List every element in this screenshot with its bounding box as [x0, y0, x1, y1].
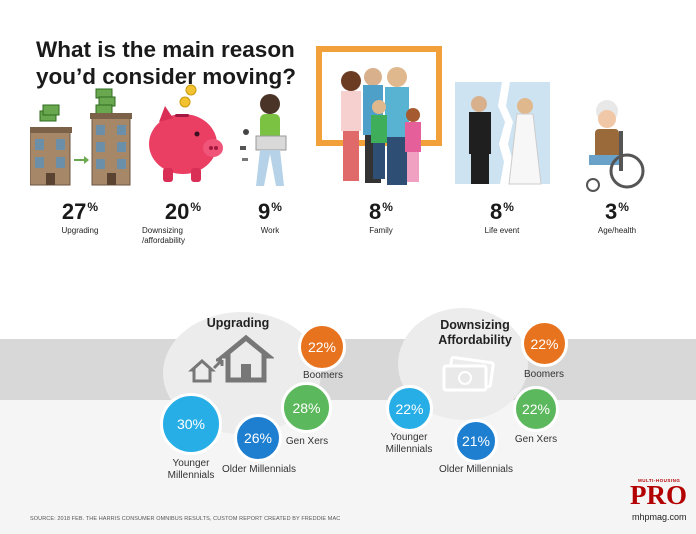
pct-downsizing: 20% — [164, 199, 202, 224]
source-note: SOURCE: 2018 FEB. THE HARRIS CONSUMER OM… — [30, 516, 341, 522]
woman-working-illustration — [240, 94, 287, 186]
lower-background — [0, 400, 696, 534]
label-life-event: Life event — [484, 226, 520, 235]
label-downsizing: Downsizing /affordability — [142, 226, 202, 246]
upgrading-older-bubble: 26% — [234, 414, 282, 462]
label-downsizing-line1: Downsizing — [142, 226, 183, 235]
label-work: Work — [260, 226, 280, 235]
label-age-health: Age/health — [597, 226, 637, 235]
downsizing-boomers-label: Boomers — [523, 369, 564, 380]
upgrading-younger-label: Younger Millennials — [155, 458, 227, 482]
brand-url: mhpmag.com — [632, 512, 687, 522]
gray-band — [0, 339, 696, 400]
buildings-upgrade-illustration — [30, 88, 132, 186]
upgrading-older-label: Older Millennials — [222, 464, 296, 475]
wheelchair-illustration — [586, 100, 645, 192]
pct-life-event: 8% — [490, 199, 514, 224]
title-line-2: you’d consider moving? — [36, 64, 297, 89]
upgrading-genx-label: Gen Xers — [285, 436, 329, 447]
downsizing-title: Downsizing Affordability — [420, 318, 530, 348]
upgrading-boomers-label: Boomers — [302, 370, 343, 381]
upgrading-younger-label-line2: Millennials — [167, 470, 215, 481]
pct-age-health: 3% — [605, 199, 629, 224]
upgrading-younger-label-line1: Younger — [172, 458, 210, 469]
label-downsizing-line2: /affordability — [142, 236, 185, 245]
upgrading-genx-bubble: 28% — [281, 382, 332, 433]
money-bills-icon — [442, 356, 495, 392]
brand-logo: PRO — [630, 480, 687, 510]
brand-tagline: MULTI-HOUSING — [638, 478, 681, 483]
label-upgrading: Upgrading — [61, 226, 99, 235]
upgrading-title: Upgrading — [206, 316, 270, 330]
upgrading-boomers-bubble: 22% — [298, 323, 346, 371]
downsizing-title-line2: Affordability — [438, 333, 512, 347]
label-family: Family — [369, 226, 393, 235]
family-frame-illustration — [316, 46, 442, 185]
piggy-bank-illustration — [149, 84, 223, 182]
pct-upgrading: 27% — [61, 199, 99, 224]
downsizing-younger-label: Younger Millennials — [374, 432, 444, 456]
downsizing-younger-label-line1: Younger — [390, 432, 428, 443]
downsizing-genx-label: Gen Xers — [514, 434, 558, 445]
pct-work: 9% — [258, 199, 282, 224]
downsizing-older-bubble: 21% — [454, 419, 498, 463]
page-title: What is the main reason you’d consider m… — [36, 36, 366, 90]
wedding-illustration — [455, 82, 550, 185]
downsizing-younger-bubble: 22% — [386, 385, 433, 432]
downsizing-younger-label-line2: Millennials — [385, 444, 433, 455]
downsizing-title-line1: Downsizing — [440, 318, 510, 332]
downsizing-boomers-bubble: 22% — [521, 320, 568, 367]
downsizing-genx-bubble: 22% — [513, 386, 559, 432]
downsizing-older-label: Older Millennials — [439, 464, 513, 475]
upgrading-younger-bubble: 30% — [160, 393, 222, 455]
pct-family: 8% — [369, 199, 393, 224]
title-line-1: What is the main reason — [36, 37, 295, 62]
house-upgrade-icon — [188, 334, 274, 383]
